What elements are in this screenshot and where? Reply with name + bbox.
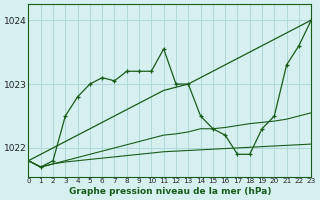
X-axis label: Graphe pression niveau de la mer (hPa): Graphe pression niveau de la mer (hPa): [68, 187, 271, 196]
